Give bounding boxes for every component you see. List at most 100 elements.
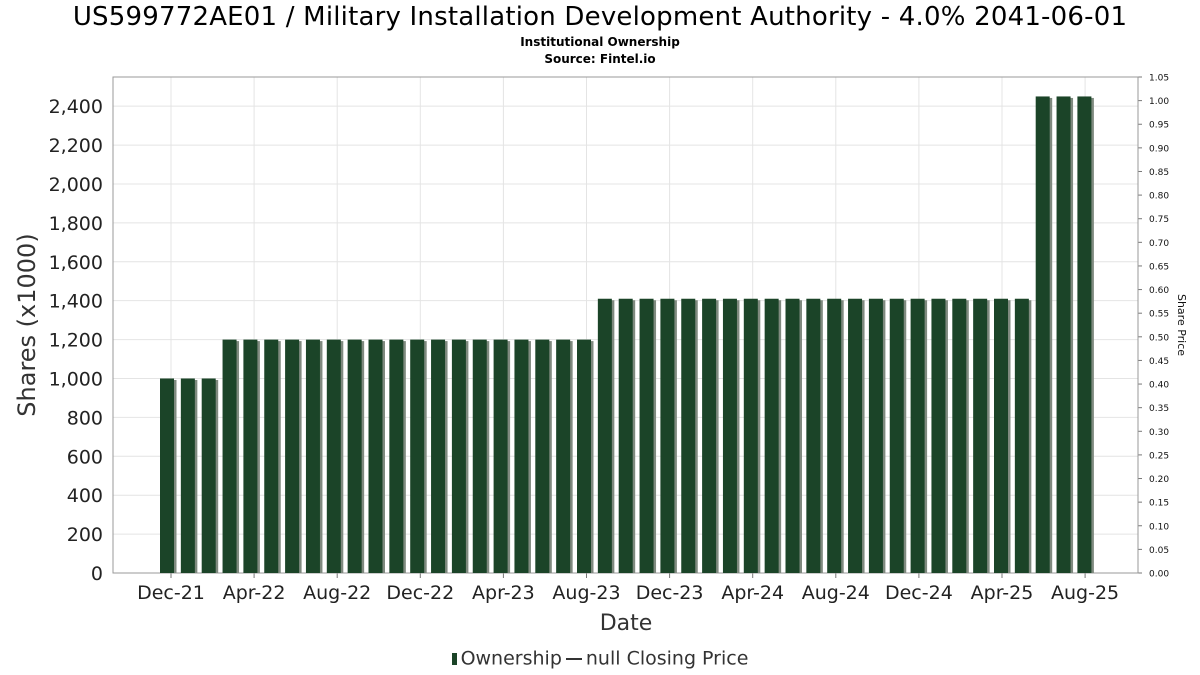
x-axis-label: Date: [600, 611, 653, 636]
ownership-bar: [222, 339, 237, 573]
ownership-bar: [472, 339, 487, 573]
ownership-bar: [931, 298, 946, 573]
ownership-bar: [305, 339, 320, 573]
ownership-bar: [994, 298, 1008, 573]
y2-tick-label: 0.40: [1149, 381, 1169, 391]
ownership-bar: [514, 339, 529, 573]
ownership-bar: [1014, 298, 1029, 573]
y2-tick-label: 0.35: [1149, 404, 1169, 414]
y-tick-label: 400: [67, 485, 103, 507]
ownership-bar: [806, 298, 821, 573]
y-tick-label: 2,400: [49, 96, 103, 118]
ownership-bar: [180, 378, 195, 573]
ownership-bar: [347, 339, 362, 573]
ownership-legend-swatch: [451, 652, 457, 665]
ownership-bar: [743, 298, 758, 573]
y2-tick-label: 0.05: [1149, 546, 1169, 556]
y2-tick-label: 0.00: [1149, 570, 1169, 580]
y-tick-label: 2,200: [49, 135, 103, 157]
y2-tick-label: 1.05: [1149, 74, 1169, 84]
ownership-bar: [389, 339, 404, 573]
y2-tick-label: 0.85: [1149, 168, 1169, 178]
y2-tick-label: 0.60: [1149, 286, 1169, 296]
y-tick-label: 1,200: [49, 330, 103, 352]
y-tick-label: 1,800: [49, 213, 103, 235]
ownership-bar: [618, 298, 633, 573]
ownership-bar: [160, 378, 174, 573]
y2-tick-label: 0.45: [1149, 357, 1169, 367]
ownership-bar: [597, 298, 612, 573]
x-tick-label: Dec-22: [386, 582, 454, 604]
y-tick-label: 0: [91, 563, 103, 585]
y-tick-label: 1,600: [49, 252, 103, 274]
ownership-bar: [493, 339, 508, 573]
ownership-bar: [827, 298, 842, 573]
ownership-bar: [868, 298, 883, 573]
y-tick-label: 2,000: [49, 174, 103, 196]
ownership-bar: [660, 298, 675, 573]
y-tick-label: 800: [67, 407, 103, 429]
ownership-bar: [889, 298, 904, 573]
y-tick-label: 200: [67, 524, 103, 546]
y2-tick-label: 0.55: [1149, 310, 1169, 320]
y2-tick-label: 0.20: [1149, 475, 1169, 485]
y2-tick-label: 0.15: [1149, 499, 1169, 509]
y2-tick-label: 0.90: [1149, 144, 1169, 154]
ownership-bar: [848, 298, 863, 573]
y2-axis-label: Share Price: [1175, 294, 1188, 356]
y2-tick-label: 0.95: [1149, 121, 1169, 131]
y2-tick-label: 0.75: [1149, 215, 1169, 225]
ownership-bar: [410, 339, 425, 573]
x-tick-label: Aug-25: [1051, 582, 1119, 604]
legend-price-label: null Closing Price: [585, 647, 749, 670]
ownership-bar: [285, 339, 300, 573]
y2-tick-label: 0.65: [1149, 262, 1169, 272]
ownership-bar: [785, 298, 800, 573]
ownership-bar: [201, 378, 216, 573]
ownership-bar: [431, 339, 446, 573]
ownership-bar: [326, 339, 341, 573]
y2-tick-label: 0.50: [1149, 333, 1169, 343]
x-tick-label: Apr-22: [223, 582, 286, 604]
ownership-bar: [451, 339, 466, 573]
ownership-bar: [1035, 96, 1050, 573]
x-tick-label: Apr-25: [971, 582, 1034, 604]
y2-tick-label: 0.25: [1149, 451, 1169, 461]
ownership-bar: [910, 298, 925, 573]
ownership-bar: [639, 298, 654, 573]
x-tick-label: Aug-23: [552, 582, 620, 604]
ownership-bar: [952, 298, 967, 573]
y2-tick-label: 0.70: [1149, 239, 1169, 249]
x-tick-label: Dec-23: [636, 582, 704, 604]
ownership-bar: [577, 339, 591, 573]
ownership-bar: [535, 339, 550, 573]
y2-tick-label: 0.30: [1149, 428, 1169, 438]
ownership-bar: [264, 339, 279, 573]
chart-title: US599772AE01 / Military Installation Dev…: [72, 2, 1128, 32]
y-tick-label: 1,400: [49, 291, 103, 313]
ownership-bar: [1077, 96, 1092, 573]
ownership-bar: [702, 298, 717, 573]
x-tick-label: Dec-21: [137, 582, 205, 604]
ownership-bar: [1056, 96, 1071, 573]
y2-tick-label: 1.00: [1149, 97, 1169, 107]
x-tick-label: Aug-22: [303, 582, 371, 604]
chart-source: Source: Fintel.io: [544, 52, 656, 66]
y-axis-label: Shares (x1000): [13, 233, 41, 416]
y2-tick-label: 0.10: [1149, 522, 1169, 532]
ownership-bar: [722, 298, 737, 573]
x-tick-label: Dec-24: [885, 582, 953, 604]
ownership-bar: [973, 298, 988, 573]
y-tick-label: 1,000: [49, 368, 103, 390]
ownership-bar: [556, 339, 571, 573]
ownership-bar: [243, 339, 258, 573]
x-tick-label: Apr-24: [721, 582, 784, 604]
y-tick-label: 600: [67, 446, 103, 468]
ownership-bar: [681, 298, 696, 573]
legend-ownership-label: Ownership: [460, 647, 562, 670]
y2-tick-label: 0.80: [1149, 192, 1169, 202]
price-legend-line: [565, 657, 582, 660]
ownership-bar: [764, 298, 779, 573]
legend: Ownership null Closing Price: [0, 647, 1200, 670]
